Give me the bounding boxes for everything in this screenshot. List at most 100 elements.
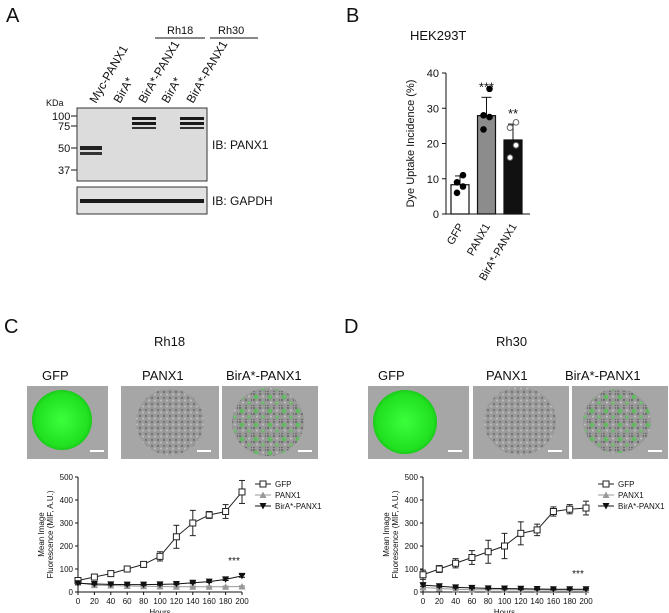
data-point (172, 580, 180, 588)
panel-d-label: D (344, 316, 358, 338)
x-tick-label: PANX1 (465, 222, 493, 259)
band (132, 127, 156, 129)
data-point (501, 542, 508, 550)
data-point (512, 141, 520, 149)
lane-label: BirA* (110, 75, 136, 106)
data-point (468, 554, 476, 561)
data-point (517, 529, 525, 537)
y-tick-label: 500 (405, 473, 419, 482)
x-tick-label: GFP (445, 222, 467, 248)
data-point (435, 565, 443, 573)
y-tick-label: 40 (427, 68, 439, 80)
panel-d-title: Rh30 (496, 334, 527, 349)
data-point (74, 580, 82, 587)
y-tick-label: 200 (60, 542, 74, 551)
x-tick-label: 0 (421, 597, 426, 606)
bar-chart-b: 0 10 20 30 40 Dye Uptake Incidence (%) GFP *** P… (405, 68, 530, 283)
band (132, 122, 156, 125)
y-tick-label: 10 (427, 174, 439, 186)
data-point (156, 552, 164, 560)
data-point (156, 581, 164, 588)
x-tick-label: 40 (106, 597, 115, 606)
spheroid-panx1 (136, 389, 204, 455)
y-tick-label: 300 (405, 519, 419, 528)
x-axis-title: Hours (149, 608, 170, 613)
scale-bar (90, 450, 104, 452)
band (80, 152, 102, 155)
y-axis-title: Mean Image (37, 512, 46, 557)
mw-marker-37: 37 (58, 165, 70, 177)
series-line (77, 491, 243, 581)
data-point (501, 585, 508, 593)
legend-label: BirA*-PANX1 (275, 502, 322, 511)
data-point (486, 113, 493, 121)
data-point (480, 126, 487, 133)
x-tick-label: 0 (76, 597, 81, 606)
x-tick-label: 80 (484, 597, 493, 606)
y-tick-label: 30 (427, 103, 439, 115)
legend-label: GFP (275, 480, 291, 489)
data-point (222, 583, 230, 590)
data-point (189, 583, 197, 590)
scale-bar (648, 450, 662, 452)
data-point (533, 586, 541, 593)
data-point (453, 178, 461, 186)
data-point (533, 526, 541, 534)
scale-bar (448, 450, 462, 452)
data-point (419, 582, 427, 589)
data-point (107, 570, 115, 578)
band (180, 122, 204, 125)
group-label-rh18: Rh18 (167, 25, 193, 37)
x-tick-label: 100 (153, 597, 167, 606)
data-point (259, 503, 267, 510)
data-point (484, 548, 492, 556)
panel-b-label: B (346, 5, 359, 27)
panel-c-label: C (4, 316, 18, 338)
data-point (435, 583, 443, 590)
data-point (222, 576, 230, 583)
image-label-panx1: PANX1 (486, 368, 528, 383)
data-point (123, 565, 131, 573)
mw-marker-100: 100 (52, 111, 70, 123)
y-tick-label: 0 (414, 588, 419, 597)
data-point (549, 508, 557, 515)
y-axis-title: Dye Uptake Incidence (%) (405, 80, 417, 208)
data-point (452, 559, 460, 567)
band (180, 127, 204, 129)
y-axis-title: Fluorescence (MIF, A.U.) (46, 490, 55, 578)
y-tick-label: 0 (433, 209, 439, 221)
legend-label: PANX1 (275, 491, 301, 500)
scale-bar (548, 450, 562, 452)
data-point (90, 580, 98, 588)
data-point (566, 586, 574, 593)
data-point (486, 85, 493, 93)
spheroid-gfp (32, 390, 92, 450)
significance-label: ** (508, 106, 518, 121)
data-point (453, 189, 461, 197)
x-tick-label: 180 (563, 597, 577, 606)
data-point (90, 573, 98, 581)
x-tick-label: 80 (139, 597, 148, 606)
data-point (549, 586, 557, 593)
significance-label: *** (479, 79, 494, 94)
chart-b-title: HEK293T (410, 28, 466, 43)
data-point (459, 171, 467, 179)
x-tick-label: 140 (186, 597, 200, 606)
data-point (566, 505, 574, 513)
band (132, 117, 156, 120)
significance-label: *** (228, 556, 240, 567)
x-tick-label: 180 (219, 597, 233, 606)
data-point (259, 491, 267, 498)
x-tick-label: 140 (530, 597, 544, 606)
data-point (259, 480, 267, 488)
band (80, 146, 102, 150)
data-point (484, 585, 492, 592)
y-tick-label: 300 (60, 519, 74, 528)
data-point (140, 560, 148, 568)
data-point (419, 571, 427, 579)
data-point (189, 519, 197, 527)
y-tick-label: 100 (60, 565, 74, 574)
data-point (517, 585, 525, 593)
data-point (189, 579, 197, 587)
